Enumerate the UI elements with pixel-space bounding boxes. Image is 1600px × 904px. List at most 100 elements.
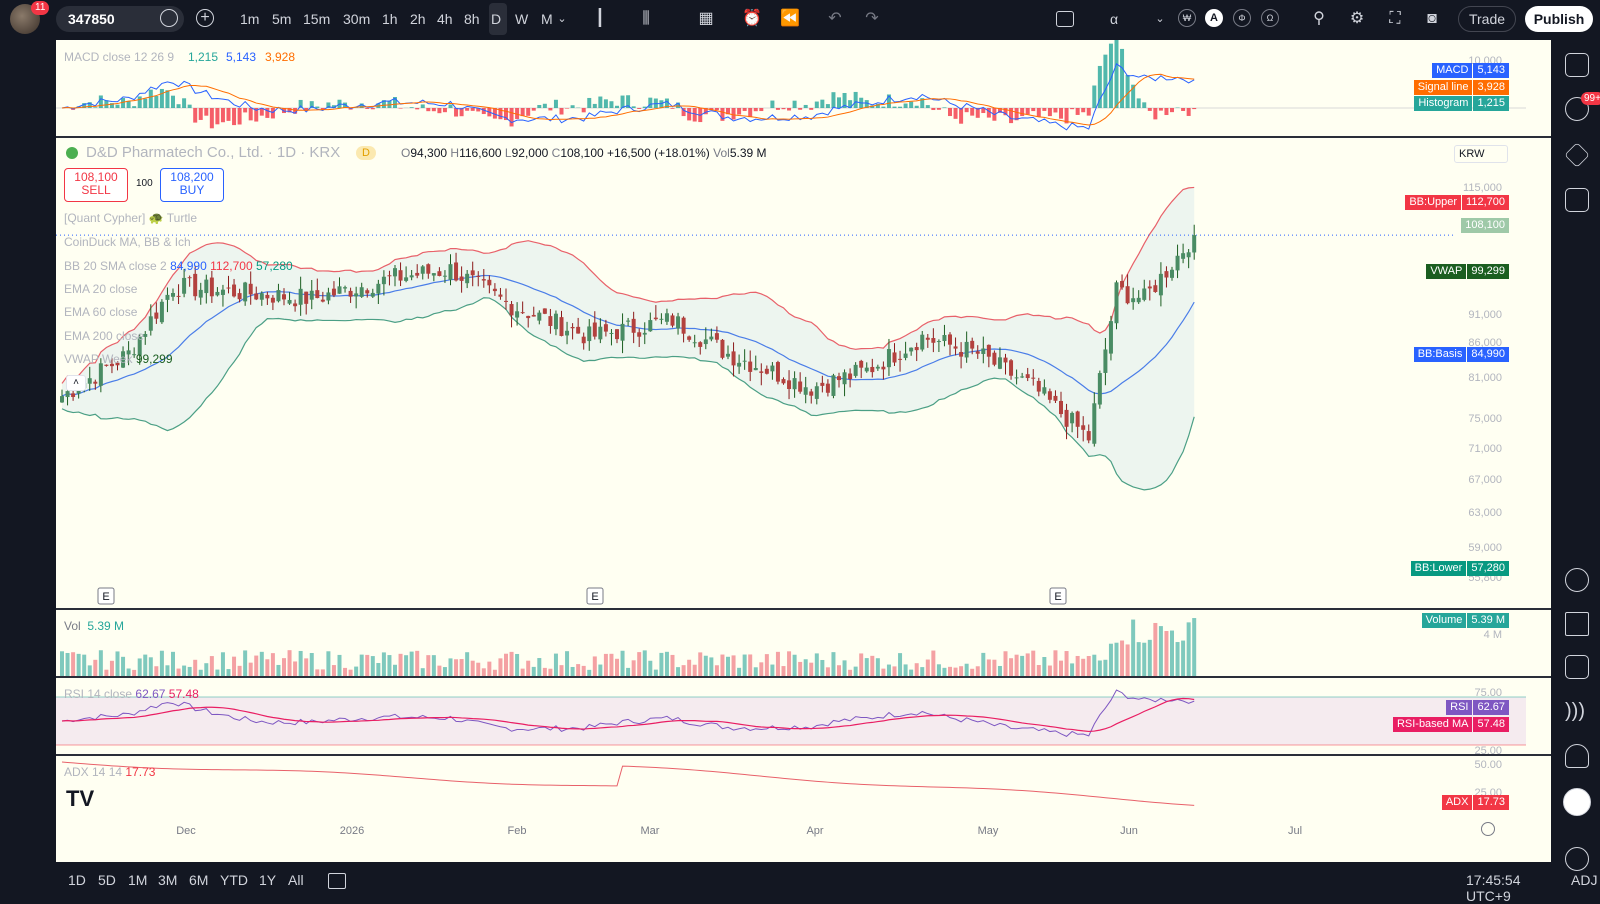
- volume-bar: [998, 666, 1002, 676]
- volume-bar: [1092, 655, 1096, 676]
- legend-coinduck[interactable]: CoinDuck MA, BB & Ich: [64, 235, 191, 249]
- clock[interactable]: 17:45:54 UTC+9: [1466, 872, 1551, 904]
- range-6m[interactable]: 6M: [189, 872, 208, 888]
- interval-4h[interactable]: 4h: [437, 8, 453, 30]
- a-icon[interactable]: A: [1205, 9, 1223, 27]
- add-symbol-icon[interactable]: +: [196, 9, 214, 27]
- window-icon[interactable]: [1056, 11, 1074, 27]
- interval-30m[interactable]: 30m: [343, 8, 370, 30]
- fullscreen-icon[interactable]: ⛶: [1385, 9, 1405, 29]
- indicators-icon[interactable]: ⫼: [636, 9, 656, 29]
- interval-1m[interactable]: 1m: [240, 8, 259, 30]
- candle-body: [959, 352, 963, 357]
- pane-separator[interactable]: [56, 608, 1551, 610]
- interval-8h[interactable]: 8h: [464, 8, 480, 30]
- pane-separator[interactable]: [56, 676, 1551, 678]
- stream-icon[interactable]: ))): [1565, 700, 1589, 724]
- order-quantity[interactable]: 100: [136, 178, 153, 189]
- legend-ema200[interactable]: EMA 200 close: [64, 329, 144, 343]
- candle-body: [221, 290, 225, 295]
- settings-icon[interactable]: [1481, 822, 1495, 836]
- chat-icon[interactable]: [1565, 188, 1589, 212]
- interval-5m[interactable]: 5m: [272, 8, 291, 30]
- range-1y[interactable]: 1Y: [259, 872, 276, 888]
- pyramid-icon[interactable]: [1565, 612, 1589, 636]
- candle-body: [177, 296, 181, 297]
- legend-bb[interactable]: BB 20 SMA close 2 84,990 112,700 57,280: [64, 259, 293, 273]
- macd-hist-bar: [1026, 108, 1030, 114]
- range-3m[interactable]: 3M: [158, 872, 177, 888]
- legend-ema60[interactable]: EMA 60 close: [64, 305, 137, 319]
- macd-hist-bar: [1103, 55, 1107, 108]
- legend-vwap[interactable]: VWAP Week 99,299: [64, 352, 173, 366]
- volume-bar: [598, 665, 602, 676]
- interval-15m[interactable]: 15m: [303, 8, 330, 30]
- candle-body: [831, 375, 835, 396]
- range-5d[interactable]: 5D: [98, 872, 116, 888]
- candle-body: [576, 327, 580, 334]
- trade-button[interactable]: Trade: [1458, 6, 1516, 32]
- low-value: 92,000: [512, 146, 549, 160]
- collapse-legend-button[interactable]: ˄: [66, 375, 86, 391]
- chevron-down-icon[interactable]: ⌄: [1150, 9, 1170, 29]
- watchlist-icon[interactable]: [1565, 53, 1589, 77]
- omega-icon[interactable]: Ω: [1261, 9, 1279, 27]
- range-1m[interactable]: 1M: [128, 872, 147, 888]
- pane-separator[interactable]: [56, 136, 1551, 138]
- interval-month[interactable]: M: [541, 8, 553, 30]
- volume-bar: [288, 650, 292, 676]
- candle-body: [1048, 391, 1052, 400]
- legend-quant-cypher[interactable]: [Quant Cypher] 🐢 Turtle: [64, 211, 197, 225]
- macd-hist-bar: [820, 100, 824, 108]
- macd-hist-bar: [465, 108, 469, 111]
- calendar-icon[interactable]: [1565, 655, 1589, 679]
- macd-hist-bar: [809, 108, 813, 110]
- range-1d[interactable]: 1D: [68, 872, 86, 888]
- gear-icon[interactable]: ⚙: [1347, 9, 1367, 29]
- chevron-down-icon[interactable]: ⌄: [552, 9, 572, 29]
- help-icon[interactable]: [1565, 847, 1589, 871]
- replay-icon[interactable]: ⏪: [780, 9, 800, 29]
- layers-icon[interactable]: [1564, 142, 1589, 167]
- interval-w[interactable]: W: [515, 8, 528, 30]
- pane-separator[interactable]: [56, 754, 1551, 756]
- camera-icon[interactable]: ◙: [1422, 9, 1442, 29]
- alert-icon[interactable]: ⏰: [742, 9, 762, 29]
- date-range-icon[interactable]: [328, 873, 346, 889]
- legend-ema20[interactable]: EMA 20 close: [64, 282, 137, 296]
- macd-hist-bar: [1081, 108, 1085, 112]
- search-icon[interactable]: ⚲: [1309, 9, 1329, 29]
- macd-hist-bar: [1048, 108, 1052, 116]
- symbol-icon[interactable]: [160, 9, 178, 27]
- currency-icon[interactable]: ₩: [1178, 9, 1196, 27]
- adj-toggle[interactable]: ADJ: [1571, 872, 1597, 888]
- apps-icon[interactable]: [1563, 788, 1591, 816]
- volume-value: 5.39 M: [730, 146, 767, 160]
- range-all[interactable]: All: [288, 872, 304, 888]
- phi-icon[interactable]: Φ: [1233, 9, 1251, 27]
- alpha-label[interactable]: α: [1110, 8, 1118, 30]
- volume-bar: [726, 657, 730, 676]
- candle-body: [981, 349, 985, 354]
- currency-select[interactable]: KRW: [1454, 145, 1508, 163]
- candle-body: [720, 340, 724, 358]
- undo-icon[interactable]: ↶: [825, 9, 845, 29]
- bell-icon[interactable]: [1565, 744, 1589, 768]
- target-icon[interactable]: [1565, 568, 1589, 592]
- redo-icon[interactable]: ↷: [862, 9, 882, 29]
- range-ytd[interactable]: YTD: [220, 872, 248, 888]
- macd-hist-bar: [454, 108, 458, 117]
- layout-icon[interactable]: ▦: [696, 9, 716, 29]
- chart-title[interactable]: D&D Pharmatech Co., Ltd. · 1D · KRX: [86, 144, 340, 161]
- publish-button[interactable]: Publish: [1525, 6, 1593, 32]
- candle-body: [149, 316, 153, 330]
- interval-1h[interactable]: 1h: [382, 8, 398, 30]
- candles-icon[interactable]: ┃: [590, 9, 610, 29]
- interval-2h[interactable]: 2h: [410, 8, 426, 30]
- interval-d[interactable]: D: [491, 8, 501, 30]
